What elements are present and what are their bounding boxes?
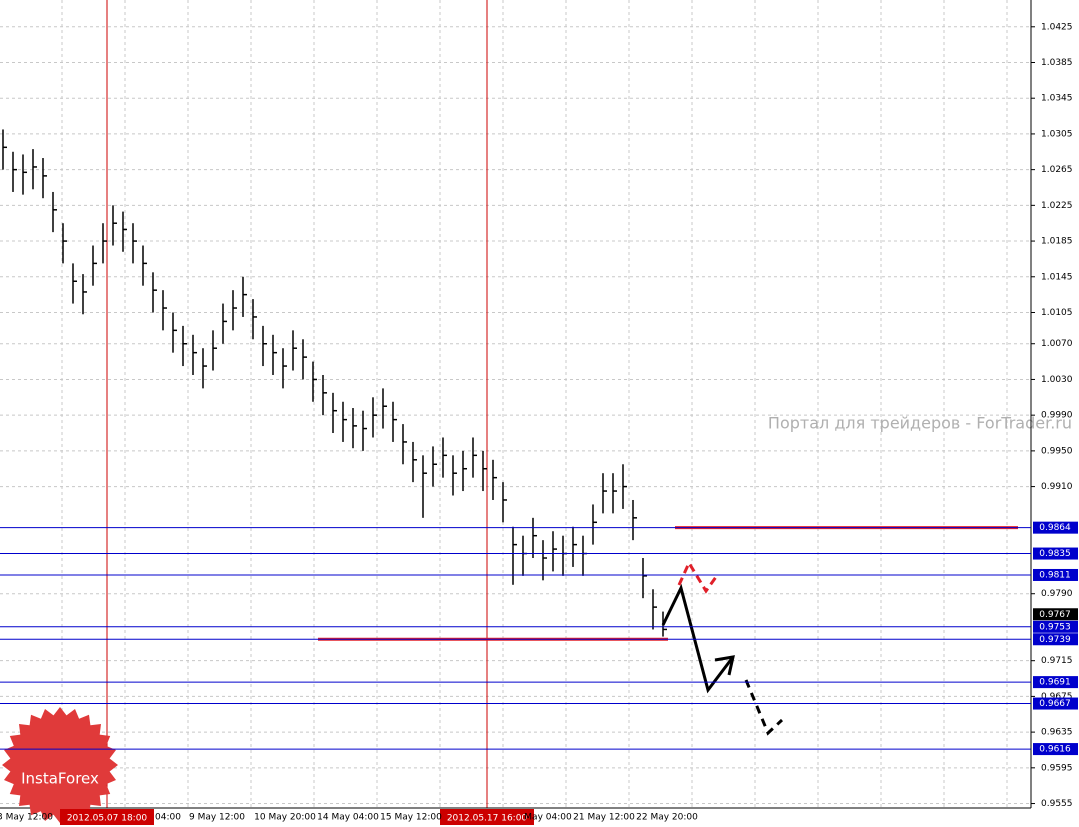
current-price-label: 0.9767: [1039, 610, 1071, 620]
y-tick-label: 1.0345: [1041, 94, 1073, 104]
y-tick-label: 0.9950: [1041, 446, 1073, 456]
marker-box: [440, 809, 534, 825]
level-box: [1033, 633, 1078, 646]
x-tick-label: May 04:00: [524, 813, 572, 823]
y-tick-label: 1.0070: [1041, 339, 1073, 349]
y-tick-label: 0.9555: [1041, 799, 1073, 809]
y-tick-label: 0.9635: [1041, 728, 1073, 738]
y-tick-label: 0.9910: [1041, 482, 1073, 492]
level-box: [1033, 568, 1078, 581]
x-tick-label: 9 May 12:00: [189, 813, 245, 823]
level-box: [1033, 521, 1078, 534]
level-label: 0.9753: [1039, 622, 1071, 632]
x-tick-label: 10 May 20:00: [254, 813, 316, 823]
logo: InstaForex: [2, 707, 118, 823]
level-label: 0.9739: [1039, 635, 1071, 645]
level-box: [1033, 743, 1078, 756]
forecast-dashed: [744, 679, 784, 736]
logo-text: InstaForex: [21, 770, 99, 788]
forecast-red: [677, 559, 718, 594]
x-tick-label: 14 May 04:00: [317, 813, 379, 823]
current-price-box: [1033, 608, 1078, 621]
level-box: [1033, 547, 1078, 560]
level-label: 0.9811: [1039, 570, 1071, 580]
y-tick-label: 0.9595: [1041, 763, 1073, 773]
watermark: Портал для трейдеров - ForTrader.ru: [768, 414, 1072, 433]
level-label: 0.9616: [1039, 745, 1071, 755]
y-tick-label: 1.0425: [1041, 22, 1073, 32]
x-tick-label: 21 May 12:00: [573, 813, 635, 823]
y-tick-label: 1.0225: [1041, 201, 1073, 211]
y-tick-label: 0.9990: [1041, 411, 1073, 421]
y-tick-label: 0.9675: [1041, 692, 1073, 702]
marker-label: 2012.05.07 18:00: [67, 814, 148, 824]
level-box: [1033, 676, 1078, 689]
y-tick-label: 1.0030: [1041, 375, 1073, 385]
x-tick-label: 04:00: [155, 813, 181, 823]
grid: [0, 0, 1031, 808]
y-tick-label: 1.0265: [1041, 165, 1073, 175]
level-label: 0.9691: [1039, 678, 1071, 688]
level-label: 0.9667: [1039, 699, 1071, 709]
marker-box: [60, 809, 154, 825]
y-tick-label: 0.9715: [1041, 656, 1073, 666]
arrow-head: [714, 655, 735, 676]
y-tick-label: 1.0105: [1041, 308, 1073, 318]
level-box: [1033, 620, 1078, 633]
level-label: 0.9864: [1039, 523, 1071, 533]
x-tick-label: 3 May 12:00: [0, 813, 53, 823]
x-tick-label: 22 May 20:00: [636, 813, 698, 823]
y-tick-label: 0.9790: [1041, 589, 1073, 599]
logo-badge: [2, 707, 118, 823]
level-box: [1033, 697, 1078, 710]
level-label: 0.9835: [1039, 549, 1071, 559]
marker-label: 2012.05.17 16:00: [447, 814, 528, 824]
y-tick-label: 1.0145: [1041, 272, 1073, 282]
y-tick-label: 1.0305: [1041, 129, 1073, 139]
x-tick-label: 15 May 12:00: [380, 813, 442, 823]
y-tick-label: 1.0385: [1041, 58, 1073, 68]
y-tick-label: 1.0185: [1041, 237, 1073, 247]
